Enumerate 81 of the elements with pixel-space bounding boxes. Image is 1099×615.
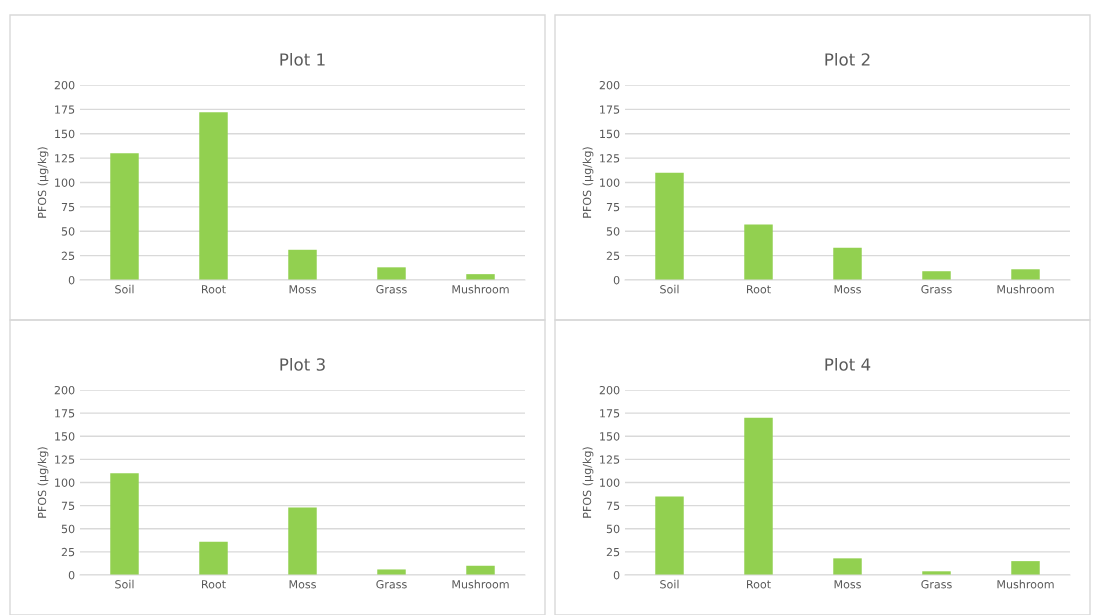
bar [199,541,228,575]
x-tick-label: Grass [921,580,952,589]
y-tick-label: 25 [61,251,75,260]
x-tick-label: Mushroom [452,579,509,589]
y-tick-label: 125 [600,455,620,464]
x-tick-label: Root [202,580,226,589]
y-tick-label: 175 [55,409,75,418]
bar [1011,561,1040,575]
bar [199,112,228,280]
x-tick-label: Grass [376,580,407,589]
y-tick-label: 75 [61,501,75,510]
y-tick-label: 200 [54,385,75,395]
y-tick-label: 50 [606,227,620,236]
y-tick-label: 100 [55,478,75,487]
x-tick-label: Soil [115,579,134,589]
bar [377,267,406,280]
chart-title: Plot 4 [825,357,871,371]
bar [377,569,406,575]
y-tick-label: 50 [61,227,75,236]
y-tick-label: 200 [54,80,75,90]
y-tick-label: 0 [68,570,75,580]
y-tick-label: 100 [600,178,620,187]
y-tick-label: 150 [600,129,620,139]
x-tick-label: Moss [289,580,316,589]
y-tick-label: 0 [613,570,620,580]
y-tick-label: 100 [55,178,75,187]
x-tick-label: Grass [376,285,407,294]
x-tick-label: Mushroom [997,579,1054,589]
y-tick-label: 175 [55,105,75,114]
x-tick-label: Moss [834,580,861,589]
y-tick-label: 150 [600,432,620,441]
x-tick-label: Soil [115,284,134,294]
y-tick-label: 125 [55,455,75,464]
y-tick-label: 75 [606,203,620,212]
y-tick-label: 25 [606,547,620,557]
y-tick-label: 150 [55,129,75,139]
bar [110,153,139,280]
x-tick-label: Root [747,285,771,294]
y-tick-label: 125 [55,154,75,163]
y-axis-title: PFOS (µg/kg) [37,447,49,518]
y-tick-label: 175 [600,105,620,114]
bar [655,496,684,575]
y-tick-label: 75 [606,501,620,510]
x-tick-label: Mushroom [452,284,509,294]
chart-title: Plot 2 [825,52,870,66]
bar [288,507,317,575]
y-tick-label: 200 [599,385,620,395]
x-tick-label: Moss [289,285,316,294]
bar [655,172,684,280]
bar [744,224,773,280]
y-tick-label: 150 [55,432,75,441]
y-axis-title: PFOS (µg/kg) [37,147,49,218]
y-tick-label: 0 [613,275,620,285]
x-tick-label: Soil [660,284,679,294]
bar [288,249,317,280]
x-tick-label: Moss [834,285,861,294]
y-tick-label: 75 [61,203,75,212]
bar [110,473,139,575]
x-tick-label: Soil [660,579,679,589]
y-axis-title: PFOS (µg/kg) [582,147,594,218]
bar [744,417,773,575]
y-tick-label: 0 [68,275,75,285]
x-tick-label: Mushroom [997,284,1054,294]
y-tick-label: 100 [600,478,620,487]
y-tick-label: 175 [600,409,620,418]
bar [1011,269,1040,280]
y-axis-title: PFOS (µg/kg) [582,447,594,518]
bar [833,247,862,280]
chart-title: Plot 3 [280,357,325,371]
x-tick-label: Root [747,580,771,589]
bar [833,558,862,575]
y-tick-label: 25 [606,251,620,260]
bar [922,271,951,280]
x-tick-label: Root [202,285,226,294]
y-tick-label: 50 [606,524,620,534]
chart-title: Plot 1 [280,52,325,66]
y-tick-label: 25 [61,547,75,557]
y-tick-label: 50 [61,524,75,534]
y-tick-label: 125 [600,154,620,163]
x-tick-label: Grass [921,285,952,294]
y-tick-label: 200 [599,80,620,90]
